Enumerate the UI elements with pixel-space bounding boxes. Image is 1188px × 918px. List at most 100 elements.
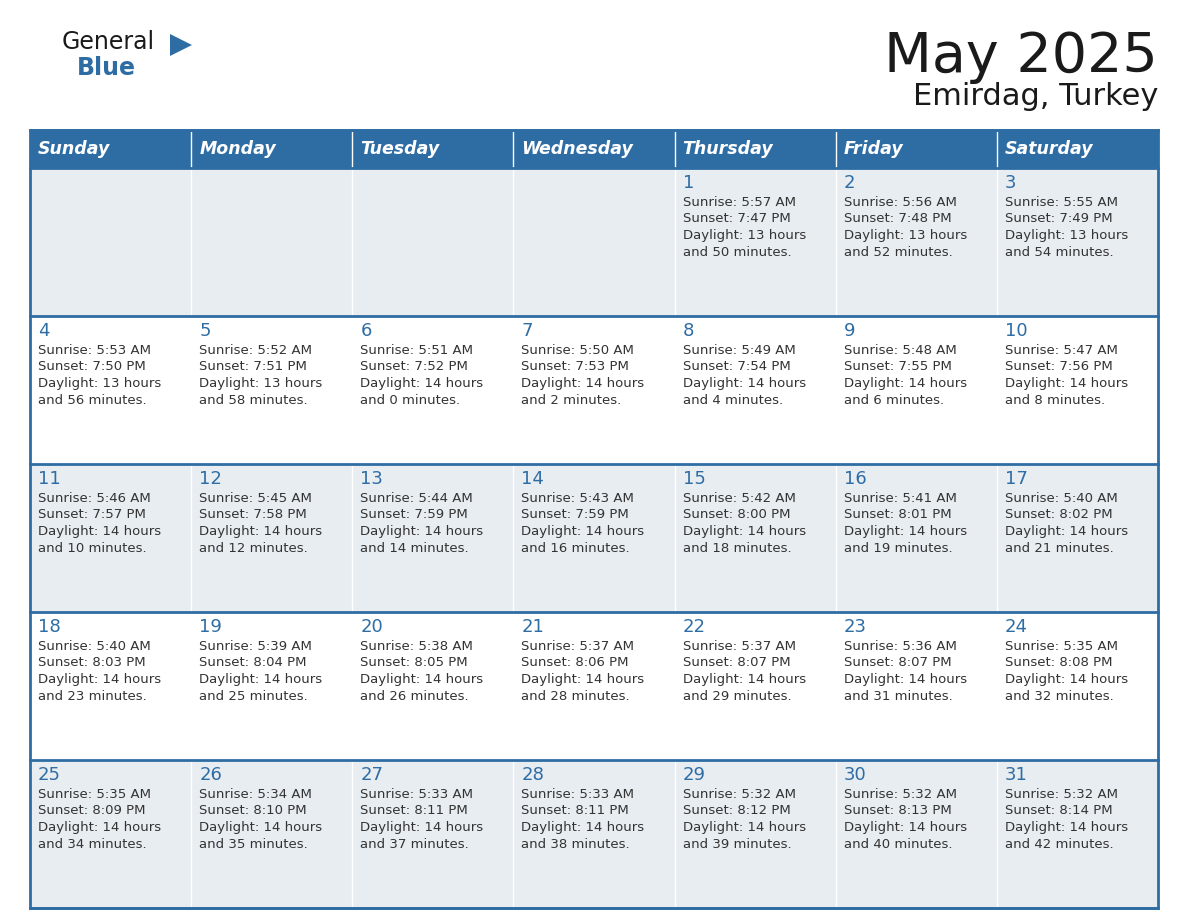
Bar [191, 760, 353, 908]
Text: Blue: Blue [77, 56, 135, 80]
Text: and 19 minutes.: and 19 minutes. [843, 542, 953, 554]
Text: Daylight: 14 hours: Daylight: 14 hours [200, 525, 322, 538]
Text: 9: 9 [843, 322, 855, 340]
Text: Sunrise: 5:45 AM: Sunrise: 5:45 AM [200, 492, 312, 505]
Bar [513, 464, 675, 612]
Bar [513, 130, 675, 168]
Text: and 6 minutes.: and 6 minutes. [843, 394, 943, 407]
Text: 26: 26 [200, 766, 222, 784]
Bar [513, 612, 675, 760]
Text: Friday: Friday [843, 140, 903, 158]
Text: Sunset: 8:12 PM: Sunset: 8:12 PM [683, 804, 790, 818]
Text: Sunset: 8:08 PM: Sunset: 8:08 PM [1005, 656, 1112, 669]
Text: Sunset: 7:58 PM: Sunset: 7:58 PM [200, 509, 307, 521]
Text: and 21 minutes.: and 21 minutes. [1005, 542, 1113, 554]
Text: Sunrise: 5:50 AM: Sunrise: 5:50 AM [522, 344, 634, 357]
Text: Sunrise: 5:35 AM: Sunrise: 5:35 AM [38, 788, 151, 801]
Text: Daylight: 14 hours: Daylight: 14 hours [843, 673, 967, 686]
Text: Daylight: 14 hours: Daylight: 14 hours [683, 377, 805, 390]
Text: Sunrise: 5:44 AM: Sunrise: 5:44 AM [360, 492, 473, 505]
Text: Sunset: 7:59 PM: Sunset: 7:59 PM [360, 509, 468, 521]
Bar [353, 130, 513, 168]
Bar [191, 464, 353, 612]
Text: Sunset: 8:03 PM: Sunset: 8:03 PM [38, 656, 146, 669]
Text: and 52 minutes.: and 52 minutes. [843, 245, 953, 259]
Text: Daylight: 14 hours: Daylight: 14 hours [683, 821, 805, 834]
Text: Daylight: 14 hours: Daylight: 14 hours [200, 673, 322, 686]
Text: 30: 30 [843, 766, 866, 784]
Text: Sunrise: 5:53 AM: Sunrise: 5:53 AM [38, 344, 151, 357]
Text: and 2 minutes.: and 2 minutes. [522, 394, 621, 407]
Text: Thursday: Thursday [683, 140, 773, 158]
Text: and 31 minutes.: and 31 minutes. [843, 689, 953, 702]
Text: Sunrise: 5:40 AM: Sunrise: 5:40 AM [38, 640, 151, 653]
Text: Daylight: 14 hours: Daylight: 14 hours [38, 821, 162, 834]
Text: Sunrise: 5:33 AM: Sunrise: 5:33 AM [522, 788, 634, 801]
Text: 17: 17 [1005, 470, 1028, 488]
Text: Sunset: 8:09 PM: Sunset: 8:09 PM [38, 804, 145, 818]
Text: Sunset: 7:55 PM: Sunset: 7:55 PM [843, 361, 952, 374]
Bar [191, 612, 353, 760]
Text: Sunset: 7:53 PM: Sunset: 7:53 PM [522, 361, 630, 374]
Text: General: General [62, 30, 156, 54]
Text: 4: 4 [38, 322, 50, 340]
Text: Sunset: 7:51 PM: Sunset: 7:51 PM [200, 361, 307, 374]
Text: Sunrise: 5:43 AM: Sunrise: 5:43 AM [522, 492, 634, 505]
Text: Sunrise: 5:37 AM: Sunrise: 5:37 AM [522, 640, 634, 653]
Text: Daylight: 13 hours: Daylight: 13 hours [683, 229, 805, 242]
Text: Daylight: 14 hours: Daylight: 14 hours [522, 377, 645, 390]
Bar [353, 168, 513, 316]
Bar [30, 612, 191, 760]
Text: Sunrise: 5:34 AM: Sunrise: 5:34 AM [200, 788, 312, 801]
Text: and 14 minutes.: and 14 minutes. [360, 542, 469, 554]
Text: and 16 minutes.: and 16 minutes. [522, 542, 630, 554]
Bar [30, 464, 191, 612]
Text: 24: 24 [1005, 618, 1028, 636]
Polygon shape [170, 34, 192, 56]
Bar [191, 130, 353, 168]
Bar [353, 760, 513, 908]
Bar [997, 760, 1158, 908]
Bar [191, 316, 353, 464]
Text: 21: 21 [522, 618, 544, 636]
Text: 15: 15 [683, 470, 706, 488]
Text: Sunset: 8:14 PM: Sunset: 8:14 PM [1005, 804, 1112, 818]
Text: Wednesday: Wednesday [522, 140, 633, 158]
Text: Sunset: 7:52 PM: Sunset: 7:52 PM [360, 361, 468, 374]
Text: 27: 27 [360, 766, 384, 784]
Text: Daylight: 14 hours: Daylight: 14 hours [522, 525, 645, 538]
Bar [30, 168, 191, 316]
Text: Sunrise: 5:36 AM: Sunrise: 5:36 AM [843, 640, 956, 653]
Text: Sunset: 8:00 PM: Sunset: 8:00 PM [683, 509, 790, 521]
Text: Sunset: 8:01 PM: Sunset: 8:01 PM [843, 509, 952, 521]
Text: Sunset: 8:13 PM: Sunset: 8:13 PM [843, 804, 952, 818]
Text: Sunrise: 5:40 AM: Sunrise: 5:40 AM [1005, 492, 1118, 505]
Bar [675, 168, 835, 316]
Bar [675, 316, 835, 464]
Text: Daylight: 14 hours: Daylight: 14 hours [1005, 525, 1127, 538]
Bar [997, 316, 1158, 464]
Text: Sunset: 7:54 PM: Sunset: 7:54 PM [683, 361, 790, 374]
Text: Daylight: 14 hours: Daylight: 14 hours [200, 821, 322, 834]
Bar [30, 316, 191, 464]
Bar [835, 612, 997, 760]
Text: Sunset: 7:49 PM: Sunset: 7:49 PM [1005, 212, 1112, 226]
Text: Sunrise: 5:46 AM: Sunrise: 5:46 AM [38, 492, 151, 505]
Text: and 8 minutes.: and 8 minutes. [1005, 394, 1105, 407]
Text: 28: 28 [522, 766, 544, 784]
Text: and 50 minutes.: and 50 minutes. [683, 245, 791, 259]
Text: Sunset: 8:07 PM: Sunset: 8:07 PM [843, 656, 952, 669]
Bar [191, 168, 353, 316]
Bar [353, 464, 513, 612]
Text: Sunrise: 5:35 AM: Sunrise: 5:35 AM [1005, 640, 1118, 653]
Text: Daylight: 14 hours: Daylight: 14 hours [1005, 673, 1127, 686]
Text: and 38 minutes.: and 38 minutes. [522, 837, 630, 850]
Bar [835, 130, 997, 168]
Bar [675, 130, 835, 168]
Text: Sunrise: 5:49 AM: Sunrise: 5:49 AM [683, 344, 795, 357]
Bar [835, 760, 997, 908]
Text: Sunset: 8:02 PM: Sunset: 8:02 PM [1005, 509, 1112, 521]
Text: 5: 5 [200, 322, 210, 340]
Text: Sunrise: 5:48 AM: Sunrise: 5:48 AM [843, 344, 956, 357]
Text: Sunrise: 5:33 AM: Sunrise: 5:33 AM [360, 788, 473, 801]
